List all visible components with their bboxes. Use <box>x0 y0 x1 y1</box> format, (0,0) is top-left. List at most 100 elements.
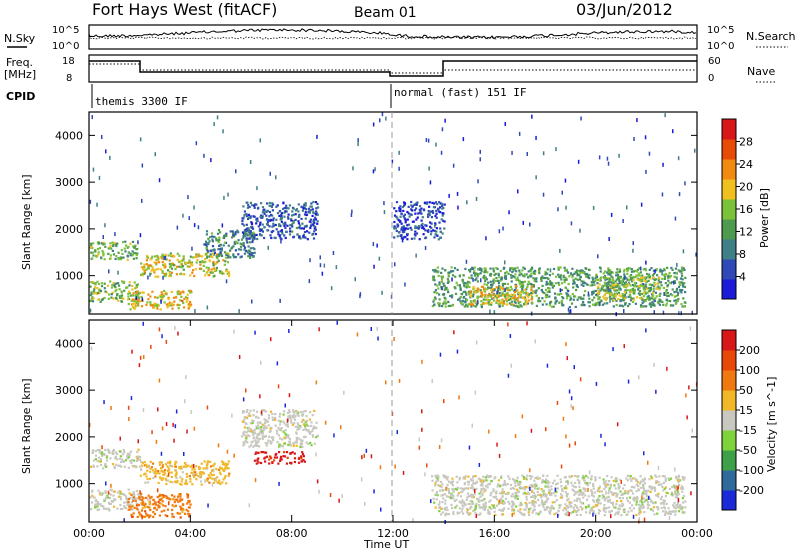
range-cell-noise <box>381 290 383 295</box>
range-cell <box>665 288 668 292</box>
range-cell <box>545 495 548 498</box>
range-cell <box>95 499 98 502</box>
range-cell <box>677 291 680 295</box>
range-cell <box>127 456 131 459</box>
range-cell <box>297 222 301 225</box>
range-cell <box>451 274 455 277</box>
range-cell <box>675 290 678 293</box>
range-cell <box>501 304 504 307</box>
station-title: Fort Hays West (fitACF) <box>92 0 277 19</box>
range-cell <box>102 243 105 246</box>
range-cell <box>171 262 174 265</box>
range-cell <box>609 269 612 272</box>
range-cell <box>452 488 455 491</box>
range-cell <box>587 476 590 479</box>
range-cell <box>188 515 191 518</box>
range-cell <box>539 300 542 303</box>
range-cell <box>258 445 261 448</box>
range-cell <box>487 509 490 512</box>
range-cell <box>432 275 435 278</box>
range-cell <box>664 274 667 277</box>
range-cell <box>268 430 271 434</box>
range-cell <box>544 481 547 484</box>
range-cell <box>529 269 532 273</box>
range-cell <box>468 293 471 296</box>
range-cell <box>517 293 520 296</box>
range-cell <box>110 500 113 503</box>
range-cell <box>501 291 504 294</box>
range-cell <box>632 477 635 480</box>
range-cell <box>622 296 625 300</box>
range-cell <box>131 464 134 468</box>
range-cell <box>675 504 678 507</box>
range-cell <box>573 493 576 496</box>
range-cell <box>140 305 144 308</box>
range-cell <box>497 479 500 482</box>
range-cell <box>179 498 182 501</box>
range-cell <box>215 253 219 256</box>
range-cell <box>548 489 551 493</box>
range-cell <box>522 492 525 495</box>
range-cell <box>563 487 566 490</box>
range-cell <box>431 489 434 492</box>
range-cell <box>662 481 666 484</box>
range-cell <box>443 300 446 303</box>
freq-strip-frame <box>88 54 698 83</box>
range-cell <box>548 510 551 513</box>
range-cell <box>175 265 179 268</box>
range-cell <box>538 477 542 480</box>
range-cell <box>516 276 519 279</box>
range-cell <box>161 496 164 499</box>
range-cell <box>128 492 131 495</box>
range-cell <box>427 210 430 213</box>
range-cell <box>418 205 422 208</box>
range-cell <box>522 477 526 480</box>
range-cell <box>627 268 630 271</box>
range-cell <box>104 507 107 510</box>
range-cell <box>546 295 549 298</box>
range-cell <box>570 505 573 508</box>
range-cell <box>280 216 283 219</box>
range-cell <box>582 282 585 285</box>
range-cell <box>540 496 543 499</box>
range-cell <box>269 410 273 413</box>
range-cell <box>521 474 524 477</box>
range-cell <box>109 242 112 245</box>
range-cell <box>189 477 192 480</box>
range-cell <box>472 293 475 296</box>
range-cell <box>146 465 149 469</box>
range-cell <box>219 251 222 254</box>
range-cell <box>433 236 436 239</box>
range-cell-noise <box>319 263 322 268</box>
range-cell <box>498 492 501 495</box>
range-cell <box>482 298 485 301</box>
range-cell <box>178 465 181 469</box>
range-cell <box>617 487 620 490</box>
range-cell <box>450 503 453 506</box>
range-cell <box>147 264 150 268</box>
range-cell <box>304 204 307 207</box>
range-cell <box>94 503 97 507</box>
range-cell <box>584 487 587 490</box>
range-cell <box>559 274 562 277</box>
range-cell <box>257 225 260 228</box>
range-cell <box>488 303 491 306</box>
range-cell <box>619 282 622 285</box>
range-cell <box>287 213 290 216</box>
range-cell <box>527 280 530 283</box>
range-cell <box>632 507 636 510</box>
range-cell <box>594 479 597 482</box>
range-cell <box>465 284 468 287</box>
range-cell <box>132 245 135 248</box>
range-cell <box>192 473 195 476</box>
range-cell <box>402 209 405 212</box>
range-cell <box>618 486 621 489</box>
range-cell <box>511 303 514 306</box>
range-cell <box>468 276 471 279</box>
range-cell <box>403 213 406 216</box>
range-cell <box>618 268 621 271</box>
range-cell <box>186 293 189 296</box>
range-cell <box>102 251 105 254</box>
range-cell <box>131 459 134 462</box>
range-cell <box>414 202 418 205</box>
